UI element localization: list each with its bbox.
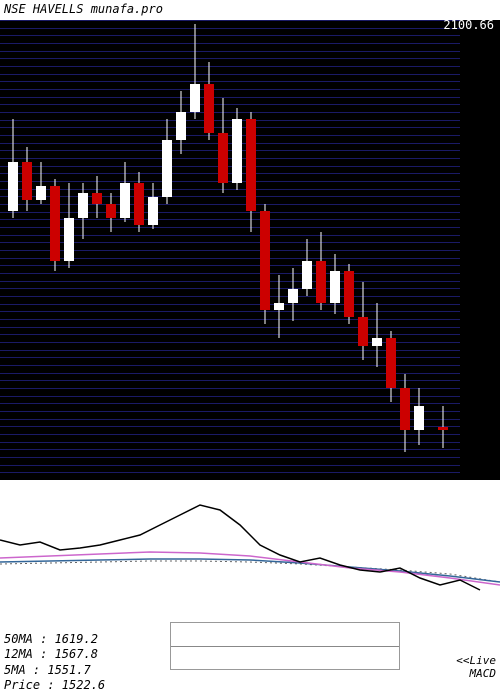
price-stat: Price : 1522.6 bbox=[4, 678, 105, 694]
candle bbox=[414, 20, 424, 480]
candle bbox=[22, 20, 32, 480]
price-top-label: 2100.66 bbox=[443, 18, 494, 32]
ma5-stat: 5MA : 1551.7 bbox=[4, 663, 105, 679]
inset-panel bbox=[170, 622, 400, 670]
candle bbox=[148, 20, 158, 480]
candle bbox=[260, 20, 270, 480]
candle bbox=[246, 20, 256, 480]
candle bbox=[386, 20, 396, 480]
inset-zero-line bbox=[171, 646, 399, 647]
candle bbox=[162, 20, 172, 480]
candle bbox=[50, 20, 60, 480]
candle bbox=[302, 20, 312, 480]
candle bbox=[218, 20, 228, 480]
chart-container: NSE HAVELLS munafa.pro 2100.66 50MA : 16… bbox=[0, 0, 500, 700]
ma50-stat: 50MA : 1619.2 bbox=[4, 632, 105, 648]
candle bbox=[274, 20, 284, 480]
candle bbox=[204, 20, 214, 480]
candle bbox=[288, 20, 298, 480]
candle bbox=[120, 20, 130, 480]
candle bbox=[176, 20, 186, 480]
y-axis bbox=[460, 20, 500, 480]
live-label: <<LiveMACD bbox=[456, 654, 496, 680]
candle bbox=[8, 20, 18, 480]
candle bbox=[358, 20, 368, 480]
candle bbox=[190, 20, 200, 480]
candle bbox=[106, 20, 116, 480]
candle bbox=[78, 20, 88, 480]
candle bbox=[438, 20, 448, 480]
stats-block: 50MA : 1619.2 12MA : 1567.8 5MA : 1551.7… bbox=[4, 632, 105, 694]
macd-chart: 50MA : 1619.2 12MA : 1567.8 5MA : 1551.7… bbox=[0, 490, 500, 700]
ma12-stat: 12MA : 1567.8 bbox=[4, 647, 105, 663]
candle bbox=[134, 20, 144, 480]
candle bbox=[400, 20, 410, 480]
candle bbox=[372, 20, 382, 480]
candle bbox=[330, 20, 340, 480]
chart-title: NSE HAVELLS munafa.pro bbox=[4, 2, 163, 16]
candle bbox=[92, 20, 102, 480]
candle bbox=[344, 20, 354, 480]
candle bbox=[64, 20, 74, 480]
candlestick-chart bbox=[0, 20, 460, 480]
candle bbox=[316, 20, 326, 480]
candle bbox=[36, 20, 46, 480]
candle bbox=[232, 20, 242, 480]
